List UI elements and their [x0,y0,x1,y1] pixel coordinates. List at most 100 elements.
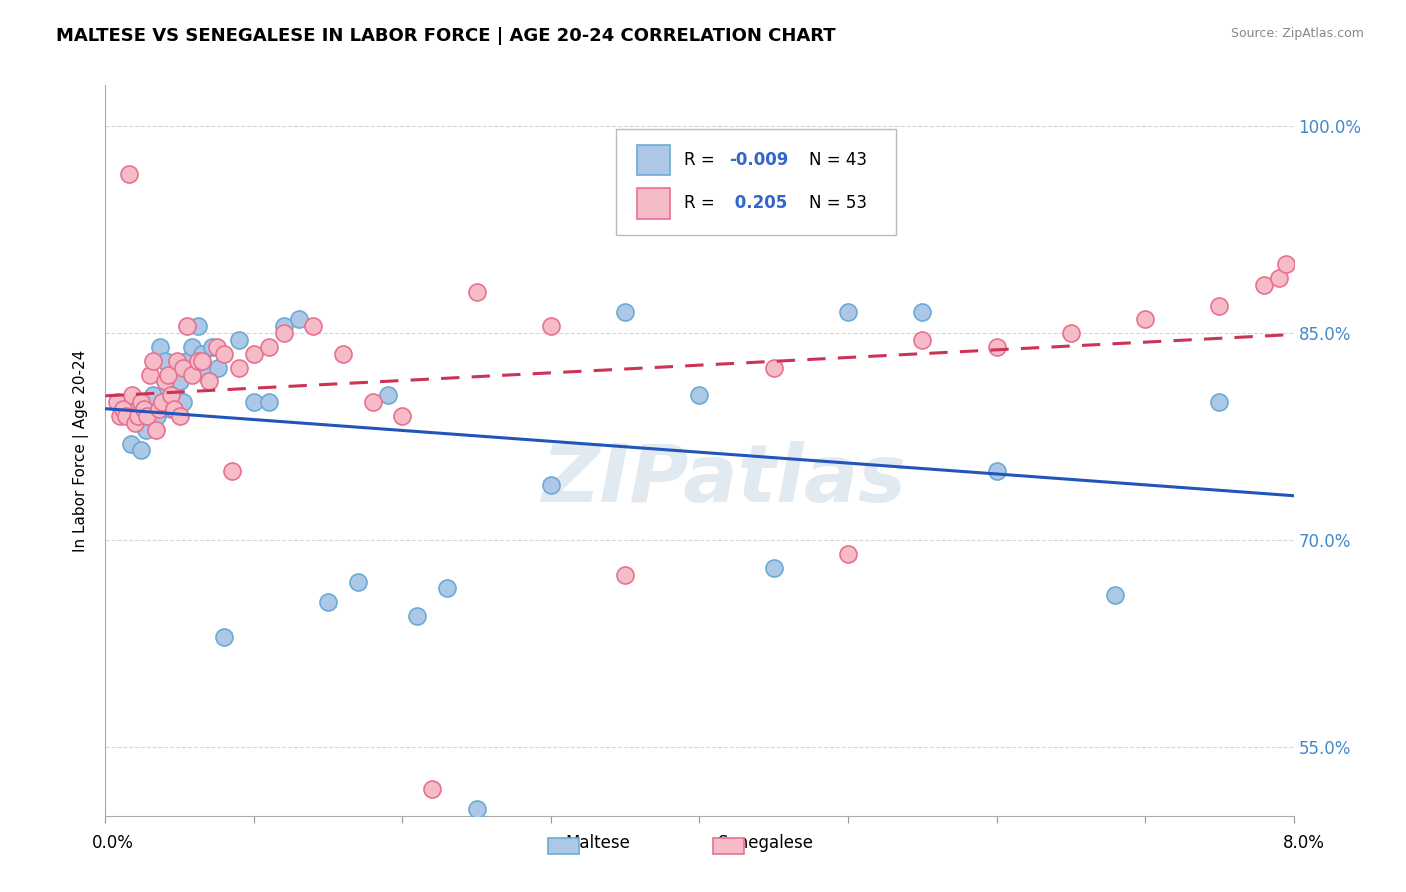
Point [129,443,152,458]
Point [146,409,169,423]
Point [406,609,429,624]
FancyBboxPatch shape [616,128,896,235]
Point [1060,326,1083,340]
Point [153,375,176,389]
Text: 8.0%: 8.0% [1282,834,1324,852]
Point [172,360,194,375]
Point [287,312,309,326]
Point [911,305,934,319]
Point [436,582,458,596]
Point [132,402,155,417]
Point [1133,312,1156,326]
FancyBboxPatch shape [637,145,669,176]
Point [420,781,443,796]
Point [121,388,143,402]
Point [207,360,229,375]
Point [159,402,181,417]
Point [465,285,488,299]
Point [361,395,384,409]
Point [176,319,198,334]
Point [221,464,243,478]
Point [145,423,167,437]
Y-axis label: In Labor Force | Age 20-24: In Labor Force | Age 20-24 [73,350,90,551]
Point [540,478,562,492]
Point [156,368,179,382]
Point [114,402,136,417]
Point [762,561,785,575]
Text: Source: ZipAtlas.com: Source: ZipAtlas.com [1230,27,1364,40]
Point [129,395,152,409]
Point [159,388,181,402]
Point [347,574,370,589]
Point [257,340,280,354]
Point [201,340,224,354]
Text: N = 43: N = 43 [808,151,866,169]
Point [118,168,141,182]
Point [986,464,1008,478]
Text: MALTESE VS SENEGALESE IN LABOR FORCE | AGE 20-24 CORRELATION CHART: MALTESE VS SENEGALESE IN LABOR FORCE | A… [56,27,835,45]
Point [837,305,859,319]
Point [1267,271,1289,285]
Point [614,305,637,319]
Point [153,353,176,368]
Text: R =: R = [685,194,720,212]
Point [136,409,159,423]
Point [150,395,173,409]
Point [166,353,188,368]
Point [112,402,135,417]
Text: R =: R = [685,151,720,169]
Point [110,409,132,423]
Point [1208,395,1230,409]
Point [180,340,202,354]
Point [172,395,194,409]
Point [169,375,191,389]
Point [180,368,202,382]
Point [186,319,208,334]
Point [195,368,218,382]
Text: -0.009: -0.009 [730,151,789,169]
Point [228,333,250,347]
Point [124,416,146,430]
Point [986,340,1008,354]
Point [302,319,325,334]
Point [228,360,250,375]
Point [135,423,157,437]
Text: N = 53: N = 53 [808,194,866,212]
Text: Senegalese: Senegalese [718,834,814,852]
Point [127,409,149,423]
Point [120,436,142,450]
Point [762,360,785,375]
Point [1275,257,1298,271]
Point [142,388,165,402]
Point [540,319,562,334]
Text: ZIPatlas: ZIPatlas [541,441,905,519]
Point [1104,588,1126,602]
Point [243,395,266,409]
Point [1253,277,1275,292]
Point [391,409,413,423]
Point [214,347,236,361]
Point [614,567,637,582]
Point [169,409,191,423]
Point [214,630,236,644]
Point [165,368,187,382]
Point [257,395,280,409]
Point [911,333,934,347]
Point [124,395,146,409]
Point [316,595,339,609]
Point [273,319,295,334]
Point [176,353,198,368]
Point [205,340,228,354]
Point [115,409,138,423]
Point [465,802,488,816]
Point [149,340,172,354]
Point [243,347,266,361]
Text: 0.0%: 0.0% [91,834,134,852]
Text: 0.205: 0.205 [730,194,787,212]
Point [186,353,208,368]
Point [198,375,221,389]
Point [156,381,179,395]
Point [837,547,859,561]
Point [191,347,214,361]
Point [105,395,128,409]
